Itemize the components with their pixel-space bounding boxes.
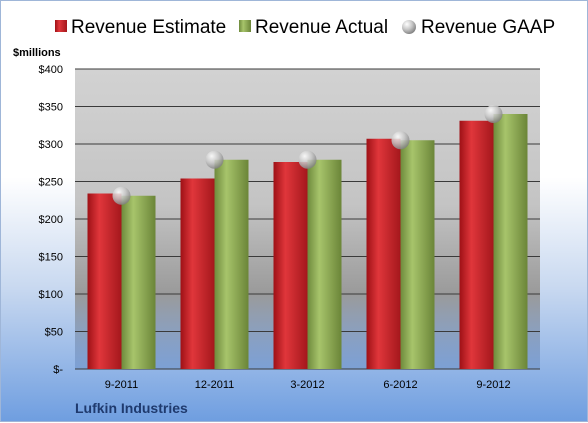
y-tick-label: $250 [39,177,63,189]
x-tick-label: 9-2011 [105,379,138,391]
legend-item-actual: Revenue Actual [239,17,388,38]
legend-item-estimate: Revenue Estimate [55,17,226,38]
bar-actual [214,159,249,369]
bar-actual [121,195,156,369]
bar-actual [493,114,528,369]
bars [87,114,528,369]
company-name: Lufkin Industries [75,400,188,416]
y-tick-label: $200 [39,214,63,226]
unit-label: $millions [13,47,61,59]
x-tick-label: 9-2012 [476,379,510,391]
x-tick-label: 3-2012 [290,379,324,391]
y-tick-label: $150 [39,252,63,264]
legend-item-gaap: Revenue GAAP [402,17,555,38]
x-tick-label: 6-2012 [383,379,417,391]
gaap-markers [112,105,503,205]
legend: Revenue Estimate Revenue Actual Revenue … [55,17,555,38]
y-tick-label: $- [53,364,63,376]
y-tick-label: $300 [39,139,63,151]
x-tick-label: 12-2011 [195,379,235,391]
legend-swatch-actual [239,20,251,32]
bar-estimate [273,162,308,369]
bar-estimate [459,120,494,369]
gaap-marker [112,186,131,205]
y-tick-label: $100 [39,289,63,301]
gaap-marker [298,150,317,169]
bar-estimate [180,178,215,369]
bar-estimate [87,193,122,369]
bar-estimate [366,138,401,369]
x-axis-ticks: 9-2011 12-2011 3-2012 6-2012 9-2012 [105,379,511,391]
y-tick-label: $50 [45,327,63,339]
bar-actual [307,159,342,369]
legend-label-gaap: Revenue GAAP [421,17,555,38]
gaap-marker [391,131,410,150]
gaap-marker [205,150,224,169]
y-axis-ticks: $- $50 $100 $150 $200 $250 $300 $350 $400 [39,64,64,376]
legend-label-actual: Revenue Actual [255,17,388,38]
legend-label-estimate: Revenue Estimate [71,17,226,38]
y-tick-label: $400 [39,64,63,76]
legend-swatch-estimate [55,20,67,32]
gaap-marker [484,105,503,123]
bar-actual [400,140,435,369]
y-tick-label: $350 [39,102,63,114]
legend-marker-gaap [402,20,416,34]
